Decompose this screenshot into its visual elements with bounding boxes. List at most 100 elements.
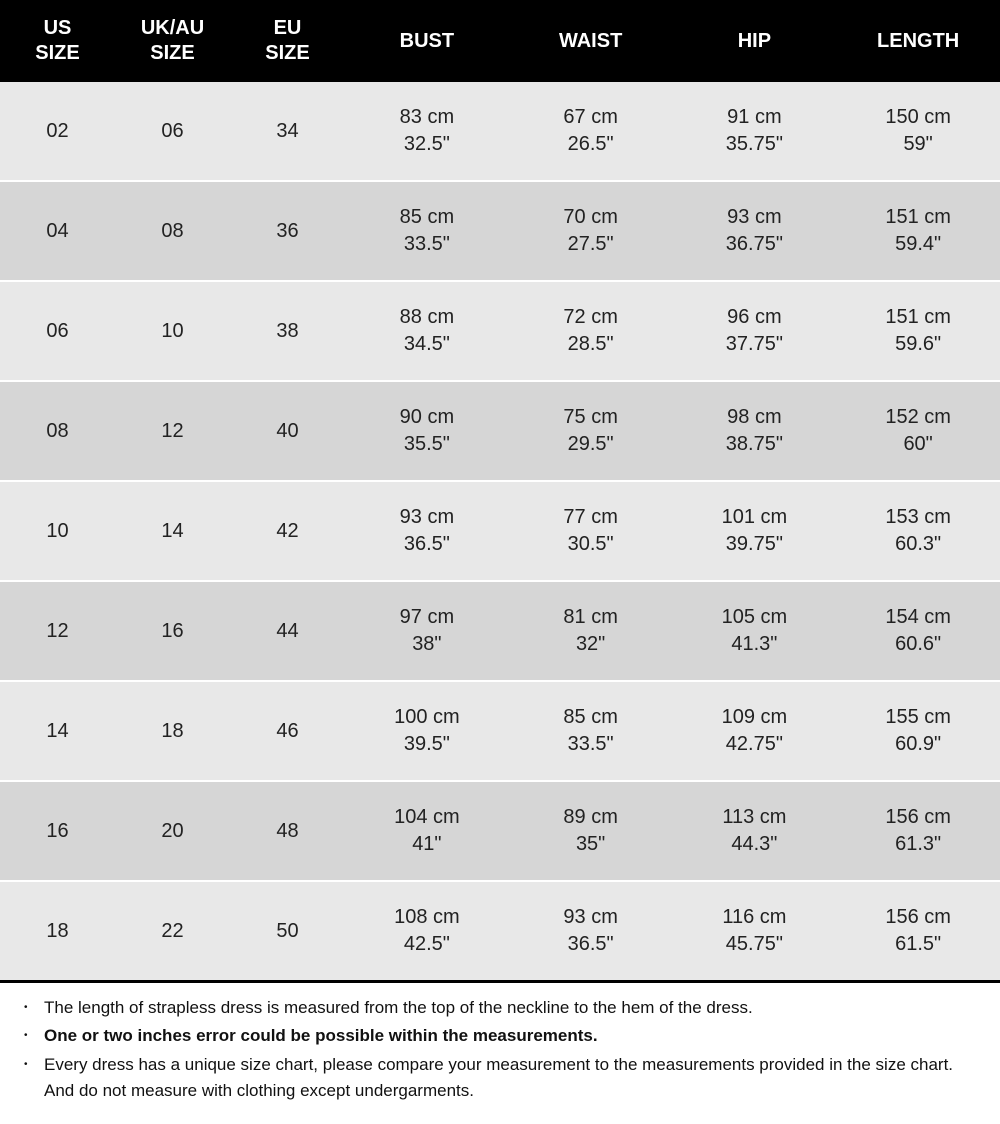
length-cell: 151 cm59.6" <box>836 281 1000 381</box>
hip-cell-cm: 96 cm <box>677 304 833 331</box>
bust-cell-in: 33.5" <box>349 231 505 258</box>
bust-cell-cm: 83 cm <box>349 104 505 131</box>
column-header-line2: SIZE <box>234 41 341 66</box>
length-cell-in: 61.5" <box>840 931 996 958</box>
length-cell-in: 59.6" <box>840 331 996 358</box>
table-row: 04083685 cm33.5"70 cm27.5"93 cm36.75"151… <box>0 181 1000 281</box>
waist-cell-cm: 81 cm <box>513 604 669 631</box>
column-header: LENGTH <box>836 0 1000 82</box>
column-header: BUST <box>345 0 509 82</box>
hip-cell-in: 44.3" <box>677 831 833 858</box>
size-chart-table: USSIZEUK/AUSIZEEUSIZEBUSTWAISTHIPLENGTH … <box>0 0 1000 983</box>
hip-cell-in: 38.75" <box>677 431 833 458</box>
column-header: WAIST <box>509 0 673 82</box>
us-size-cell: 06 <box>0 281 115 381</box>
table-row: 08124090 cm35.5"75 cm29.5"98 cm38.75"152… <box>0 381 1000 481</box>
note-item: Every dress has a unique size chart, ple… <box>40 1052 982 1105</box>
length-cell: 150 cm59" <box>836 82 1000 181</box>
column-header: EUSIZE <box>230 0 345 82</box>
column-header: USSIZE <box>0 0 115 82</box>
waist-cell: 89 cm35" <box>509 781 673 881</box>
hip-cell: 101 cm39.75" <box>673 481 837 581</box>
uk-size-cell: 12 <box>115 381 230 481</box>
eu-size-cell: 42 <box>230 481 345 581</box>
hip-cell-cm: 101 cm <box>677 504 833 531</box>
column-header-line1: UK/AU <box>119 16 226 41</box>
waist-cell-in: 30.5" <box>513 531 669 558</box>
note-text: The length of strapless dress is measure… <box>44 998 753 1017</box>
length-cell-cm: 151 cm <box>840 204 996 231</box>
bust-cell-in: 41" <box>349 831 505 858</box>
table-row: 06103888 cm34.5"72 cm28.5"96 cm37.75"151… <box>0 281 1000 381</box>
length-cell: 152 cm60" <box>836 381 1000 481</box>
hip-cell-cm: 98 cm <box>677 404 833 431</box>
waist-cell-cm: 72 cm <box>513 304 669 331</box>
waist-cell-in: 36.5" <box>513 931 669 958</box>
eu-size-cell: 46 <box>230 681 345 781</box>
bust-cell-in: 35.5" <box>349 431 505 458</box>
column-header-line1: US <box>4 16 111 41</box>
bust-cell-cm: 85 cm <box>349 204 505 231</box>
hip-cell: 91 cm35.75" <box>673 82 837 181</box>
length-cell-cm: 151 cm <box>840 304 996 331</box>
hip-cell-cm: 113 cm <box>677 804 833 831</box>
length-cell-in: 60.9" <box>840 731 996 758</box>
table-row: 141846100 cm39.5"85 cm33.5"109 cm42.75"1… <box>0 681 1000 781</box>
waist-cell-cm: 67 cm <box>513 104 669 131</box>
us-size-cell: 16 <box>0 781 115 881</box>
length-cell-cm: 152 cm <box>840 404 996 431</box>
bust-cell: 97 cm38" <box>345 581 509 681</box>
waist-cell-in: 28.5" <box>513 331 669 358</box>
length-cell-cm: 156 cm <box>840 904 996 931</box>
bust-cell: 83 cm32.5" <box>345 82 509 181</box>
uk-size-cell: 08 <box>115 181 230 281</box>
column-header-line1: EU <box>234 16 341 41</box>
bust-cell-cm: 108 cm <box>349 904 505 931</box>
length-cell-in: 59" <box>840 131 996 158</box>
table-row: 02063483 cm32.5"67 cm26.5"91 cm35.75"150… <box>0 82 1000 181</box>
us-size-cell: 18 <box>0 881 115 982</box>
waist-cell: 85 cm33.5" <box>509 681 673 781</box>
bust-cell-cm: 104 cm <box>349 804 505 831</box>
hip-cell: 113 cm44.3" <box>673 781 837 881</box>
hip-cell-in: 39.75" <box>677 531 833 558</box>
us-size-cell: 14 <box>0 681 115 781</box>
eu-size-cell: 38 <box>230 281 345 381</box>
column-header-line1: BUST <box>349 29 505 54</box>
bust-cell-cm: 90 cm <box>349 404 505 431</box>
eu-size-cell: 44 <box>230 581 345 681</box>
uk-size-cell: 18 <box>115 681 230 781</box>
eu-size-cell: 50 <box>230 881 345 982</box>
bust-cell-cm: 97 cm <box>349 604 505 631</box>
bust-cell: 108 cm42.5" <box>345 881 509 982</box>
hip-cell-in: 45.75" <box>677 931 833 958</box>
waist-cell-in: 27.5" <box>513 231 669 258</box>
hip-cell-cm: 109 cm <box>677 704 833 731</box>
bust-cell: 104 cm41" <box>345 781 509 881</box>
us-size-cell: 12 <box>0 581 115 681</box>
table-row: 182250108 cm42.5"93 cm36.5"116 cm45.75"1… <box>0 881 1000 982</box>
waist-cell-cm: 93 cm <box>513 904 669 931</box>
bust-cell-in: 39.5" <box>349 731 505 758</box>
bust-cell-cm: 100 cm <box>349 704 505 731</box>
bust-cell: 88 cm34.5" <box>345 281 509 381</box>
bust-cell: 85 cm33.5" <box>345 181 509 281</box>
note-item: One or two inches error could be possibl… <box>40 1023 982 1049</box>
waist-cell-cm: 89 cm <box>513 804 669 831</box>
eu-size-cell: 36 <box>230 181 345 281</box>
column-header-line1: HIP <box>677 29 833 54</box>
waist-cell-in: 35" <box>513 831 669 858</box>
column-header-line2: SIZE <box>119 41 226 66</box>
eu-size-cell: 34 <box>230 82 345 181</box>
hip-cell-in: 37.75" <box>677 331 833 358</box>
length-cell: 156 cm61.5" <box>836 881 1000 982</box>
hip-cell-cm: 91 cm <box>677 104 833 131</box>
length-cell-cm: 155 cm <box>840 704 996 731</box>
hip-cell-cm: 93 cm <box>677 204 833 231</box>
waist-cell: 77 cm30.5" <box>509 481 673 581</box>
bust-cell: 90 cm35.5" <box>345 381 509 481</box>
waist-cell-in: 26.5" <box>513 131 669 158</box>
length-cell: 155 cm60.9" <box>836 681 1000 781</box>
hip-cell: 109 cm42.75" <box>673 681 837 781</box>
length-cell: 156 cm61.3" <box>836 781 1000 881</box>
